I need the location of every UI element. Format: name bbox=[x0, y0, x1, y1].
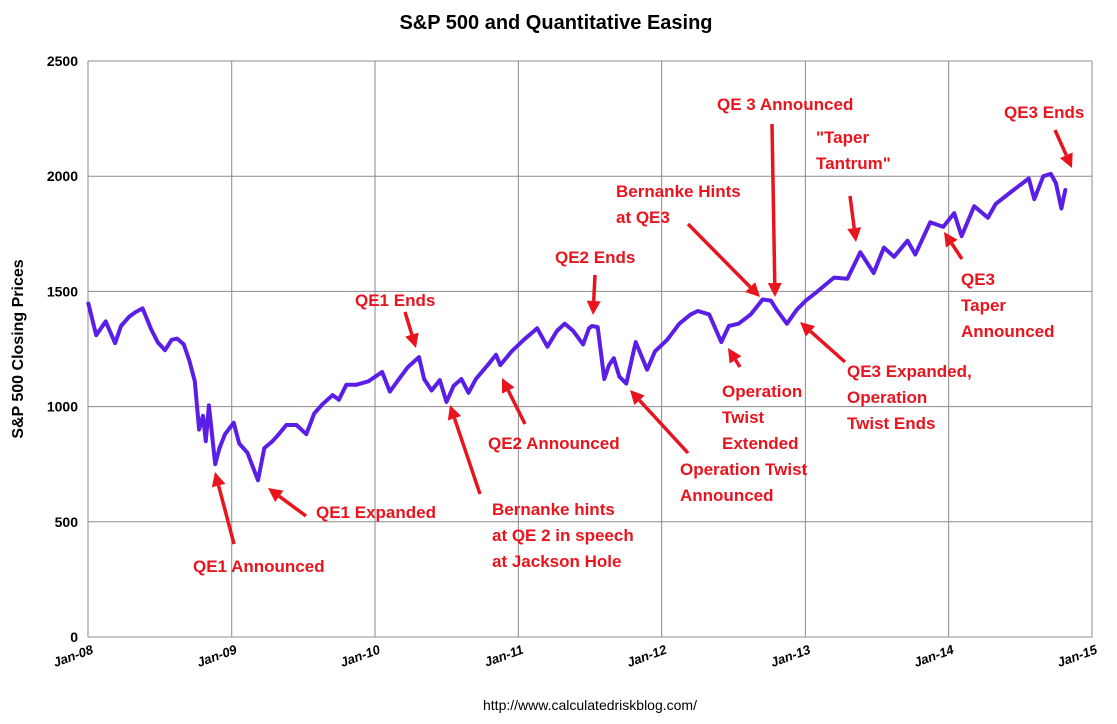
gridlines bbox=[87, 60, 1093, 637]
annotation-label-4: QE2 Announced bbox=[488, 434, 620, 453]
annotation-line: Operation Twist bbox=[680, 460, 808, 479]
y-tick-label-2500: 2500 bbox=[47, 53, 78, 69]
annotation-label-8: Bernanke Hints at QE3 bbox=[616, 182, 741, 227]
annotation-arrowhead-5 bbox=[586, 300, 601, 315]
annotation-line: "Taper bbox=[816, 128, 869, 147]
annotation-arrows bbox=[211, 123, 1073, 545]
annotation-arrow-5 bbox=[591, 274, 597, 302]
annotation-line: Twist bbox=[722, 408, 765, 427]
annotation-line: at QE 2 in speech bbox=[492, 526, 634, 545]
annotation-arrow-2 bbox=[403, 311, 414, 336]
annotation-arrow-11 bbox=[848, 195, 856, 229]
y-tick-label-500: 500 bbox=[55, 514, 79, 530]
series-line-sp500 bbox=[86, 171, 1068, 483]
x-tick-label-4: Jan-12 bbox=[625, 641, 670, 669]
annotation-line: QE3 Expanded, bbox=[847, 362, 972, 381]
annotation-line: QE1 Ends bbox=[355, 291, 435, 310]
annotation-label-3: Bernanke hints at QE 2 in speech at Jackso… bbox=[492, 500, 634, 571]
y-tick-labels: 0 500 1000 1500 2000 2500 bbox=[47, 53, 78, 645]
annotation-arrow-6 bbox=[638, 399, 690, 455]
annotation-line: QE1 Expanded bbox=[316, 503, 436, 522]
y-tick-label-1500: 1500 bbox=[47, 283, 78, 299]
annotation-label-10: QE3 Expanded, Operation Twist Ends bbox=[847, 362, 972, 433]
annotation-line: QE3 bbox=[961, 270, 995, 289]
annotation-line: Bernanke hints bbox=[492, 500, 615, 519]
x-tick-label-3: Jan-11 bbox=[482, 642, 525, 670]
annotation-label-2: QE1 Ends bbox=[355, 291, 435, 310]
annotation-line: QE1 Announced bbox=[193, 557, 325, 576]
annotation-line: QE2 Announced bbox=[488, 434, 620, 453]
annotation-label-7: Operation Twist Extended bbox=[722, 382, 802, 453]
annotation-label-12: QE3 Taper Announced bbox=[961, 270, 1055, 341]
annotation-arrow-4 bbox=[506, 389, 527, 425]
annotation-arrowhead-12 bbox=[944, 232, 958, 248]
x-tick-label-1: Jan-09 bbox=[195, 641, 240, 669]
x-tick-label-6: Jan-14 bbox=[912, 641, 957, 669]
y-tick-label-1000: 1000 bbox=[47, 399, 78, 415]
annotation-arrowhead-2 bbox=[405, 332, 419, 348]
annotation-arrow-8 bbox=[686, 222, 752, 289]
annotation-label-6: Operation Twist Announced bbox=[680, 460, 808, 505]
annotation-arrow-12 bbox=[950, 242, 964, 260]
annotation-arrow-1 bbox=[278, 494, 308, 518]
annotation-line: QE 3 Announced bbox=[717, 95, 853, 114]
annotation-label-5: QE2 Ends bbox=[555, 248, 635, 267]
annotation-arrowhead-7 bbox=[728, 348, 742, 364]
annotation-line: Tantrum" bbox=[816, 154, 891, 173]
annotation-line: Bernanke Hints bbox=[616, 182, 741, 201]
x-tick-label-7: Jan-15 bbox=[1055, 641, 1100, 669]
annotation-line: at Jackson Hole bbox=[492, 552, 621, 571]
annotation-line: Announced bbox=[680, 486, 774, 505]
annotation-arrow-7 bbox=[733, 358, 742, 368]
annotation-arrowhead-8 bbox=[745, 282, 760, 297]
annotation-arrowhead-0 bbox=[211, 472, 226, 488]
annotation-arrowhead-9 bbox=[767, 282, 782, 297]
chart-title: S&P 500 and Quantitative Easing bbox=[399, 12, 712, 34]
annotation-label-9: QE 3 Announced bbox=[717, 95, 853, 114]
annotation-arrow-0 bbox=[216, 485, 236, 545]
annotation-arrowhead-13 bbox=[1059, 152, 1073, 168]
y-tick-label-0: 0 bbox=[70, 629, 78, 645]
annotation-line: Operation bbox=[722, 382, 802, 401]
annotation-arrow-13 bbox=[1053, 129, 1068, 156]
annotation-line: at QE3 bbox=[616, 208, 670, 227]
y-tick-label-2000: 2000 bbox=[47, 168, 78, 184]
annotation-line: QE2 Ends bbox=[555, 248, 635, 267]
x-tick-labels: Jan-08 Jan-09 Jan-10 Jan-11 Jan-12 Jan-13 Jan-… bbox=[51, 641, 1100, 669]
annotation-line: Announced bbox=[961, 322, 1055, 341]
annotation-line: Taper bbox=[961, 296, 1006, 315]
x-tick-label-0: Jan-08 bbox=[51, 641, 96, 669]
annotation-arrowhead-1 bbox=[268, 488, 284, 502]
annotation-labels: QE1 Announced QE1 Expanded QE1 Ends Bernank… bbox=[193, 95, 1084, 576]
x-tick-label-5: Jan-13 bbox=[769, 641, 814, 669]
annotation-label-11: "Taper Tantrum" bbox=[816, 128, 891, 173]
y-axis-label: S&P 500 Closing Prices bbox=[10, 259, 27, 438]
annotation-arrowhead-6 bbox=[630, 390, 645, 406]
x-tick-label-2: Jan-10 bbox=[338, 641, 383, 669]
annotation-line: Operation bbox=[847, 388, 927, 407]
annotation-label-1: QE1 Expanded bbox=[316, 503, 436, 522]
annotation-line: Twist Ends bbox=[847, 414, 935, 433]
annotation-arrowhead-4 bbox=[502, 378, 515, 394]
annotation-arrowhead-3 bbox=[447, 405, 462, 421]
annotation-arrow-10 bbox=[809, 329, 847, 364]
annotation-arrowhead-11 bbox=[847, 227, 862, 242]
source-url: http://www.calculatedriskblog.com/ bbox=[483, 697, 697, 713]
annotation-line: Extended bbox=[722, 434, 799, 453]
annotation-line: QE3 Ends bbox=[1004, 103, 1084, 122]
annotation-label-0: QE1 Announced bbox=[193, 557, 325, 576]
annotation-arrowhead-10 bbox=[800, 322, 816, 337]
annotation-label-13: QE3 Ends bbox=[1004, 103, 1084, 122]
annotation-arrow-9 bbox=[770, 123, 777, 284]
annotation-arrow-3 bbox=[452, 417, 482, 495]
